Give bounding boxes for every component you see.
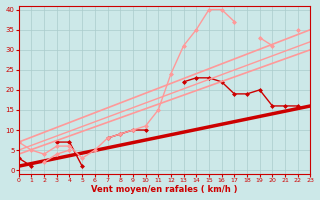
X-axis label: Vent moyen/en rafales ( km/h ): Vent moyen/en rafales ( km/h )	[91, 185, 238, 194]
